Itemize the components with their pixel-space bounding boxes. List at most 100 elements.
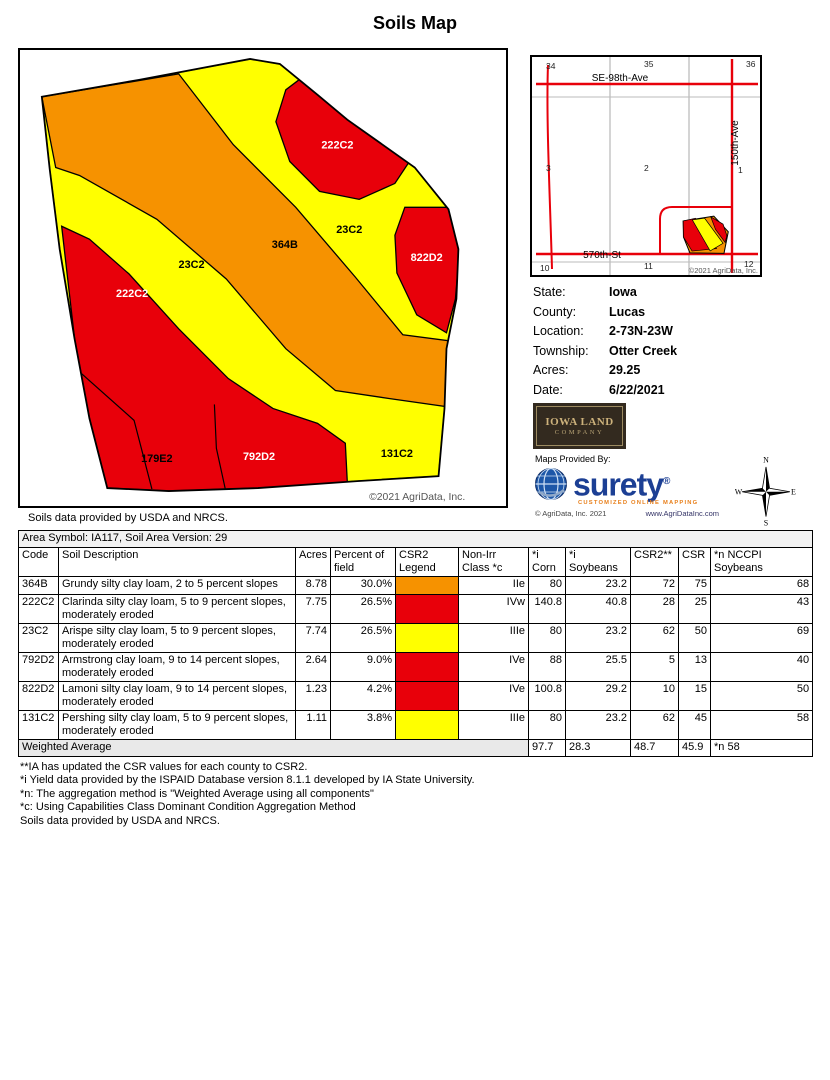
- location-value: 2-73N-23W: [609, 324, 673, 338]
- weighted-nccpi: *n 58: [709, 739, 814, 757]
- cell-csr: 50: [678, 623, 711, 653]
- page-title: Soils Map: [372, 13, 457, 33]
- cell-percent: 4.2%: [330, 681, 396, 711]
- state-value: Iowa: [609, 285, 637, 299]
- cell-nonirr: IIIe: [458, 710, 529, 740]
- cell-acres: 1.23: [295, 681, 331, 711]
- cell-code: 364B: [18, 576, 59, 595]
- maps-provided-by-label: Maps Provided By:: [535, 454, 611, 464]
- header-legend: CSR2 Legend: [395, 547, 459, 577]
- cell-nccpi: 58: [709, 710, 814, 740]
- cell-acres: 1.11: [295, 710, 331, 740]
- cell-description: Grundy silty clay loam, 2 to 5 percent s…: [58, 576, 296, 595]
- road-left: [546, 64, 553, 270]
- table-row: 131C2 Pershing silty clay loam, 5 to 9 p…: [18, 710, 814, 740]
- cell-description: Armstrong clay loam, 9 to 14 percent slo…: [58, 652, 296, 682]
- header-corn: *i Corn: [528, 547, 566, 577]
- cell-nonirr: IIe: [458, 576, 529, 595]
- cell-nccpi: 69: [709, 623, 814, 653]
- township-value: Otter Creek: [609, 343, 678, 358]
- cell-percent: 26.5%: [330, 594, 396, 624]
- cell-csr: 75: [678, 576, 711, 595]
- footnote: Soils data provided by USDA and NRCS.: [20, 814, 220, 827]
- logo-line2: COMPANY: [554, 429, 605, 436]
- road-label-top: SE-98th-Ave: [592, 73, 649, 84]
- header-percent: Percent of field: [330, 547, 396, 577]
- cell-percent: 3.8%: [330, 710, 396, 740]
- legend-swatch: [395, 594, 459, 624]
- county-value: Lucas: [609, 304, 646, 319]
- info-row-acres: Acres: 29.25: [533, 361, 677, 381]
- soil-label-131c2: 131C2: [381, 448, 413, 460]
- road-loop: [659, 206, 732, 254]
- section-number: 10: [540, 263, 550, 273]
- soil-label-222c2-left: 222C2: [116, 288, 148, 300]
- cell-corn: 80: [528, 710, 566, 740]
- iowa-land-logo-inner: IOWA LAND COMPANY: [536, 406, 623, 446]
- locator-map: 34 35 36 3 2 1 10 11 12 SE-98th-Ave 150t…: [530, 55, 762, 277]
- date-value: 6/22/2021: [609, 382, 665, 397]
- township-label: Township:: [533, 343, 589, 358]
- cell-code: 222C2: [18, 594, 59, 624]
- table-row: 364B Grundy silty clay loam, 2 to 5 perc…: [18, 576, 814, 595]
- cell-csr: 13: [678, 652, 711, 682]
- legend-swatch: [395, 623, 459, 653]
- provider-website-link[interactable]: www.AgriDataInc.com: [645, 509, 719, 518]
- header-nccpi: *n NCCPI Soybeans: [709, 547, 814, 577]
- compass-n: N: [763, 456, 769, 465]
- registered-mark: ®: [663, 476, 670, 487]
- section-number: 12: [744, 259, 754, 269]
- map-source-note: Soils data provided by USDA and NRCS.: [28, 512, 228, 524]
- cell-code: 23C2: [18, 623, 59, 653]
- cell-nonirr: IVe: [458, 652, 529, 682]
- weighted-average-label: Weighted Average: [18, 739, 529, 757]
- logo-line1: IOWA LAND: [545, 416, 614, 428]
- cell-corn: 80: [528, 576, 566, 595]
- cell-percent: 9.0%: [330, 652, 396, 682]
- soils-map: 222C2 23C2 822D2 364B 23C2 222C2 179E2 7…: [18, 48, 508, 508]
- info-row-county: County: Lucas: [533, 303, 677, 323]
- legend-swatch: [395, 681, 459, 711]
- table-row: 822D2 Lamoni silty clay loam, 9 to 14 pe…: [18, 681, 814, 711]
- soil-boundary-792d2: [213, 404, 226, 490]
- info-row-state: State: Iowa: [533, 283, 677, 303]
- cell-csr: 15: [678, 681, 711, 711]
- cell-soybeans: 23.2: [565, 710, 631, 740]
- cell-csr2: 28: [630, 594, 679, 624]
- header-csr2: CSR2**: [630, 547, 679, 577]
- legend-swatch: [395, 576, 459, 595]
- cell-csr2: 62: [630, 710, 679, 740]
- compass-s: S: [764, 518, 768, 527]
- table-row: 222C2 Clarinda silty clay loam, 5 to 9 p…: [18, 594, 814, 624]
- cell-code: 792D2: [18, 652, 59, 682]
- road-label-bottom: 570th-St: [583, 250, 621, 261]
- county-label: County:: [533, 304, 577, 319]
- compass-e: E: [791, 487, 796, 496]
- cell-csr2: 72: [630, 576, 679, 595]
- cell-corn: 88: [528, 652, 566, 682]
- table-header-row: Code Soil Description Acres Percent of f…: [18, 547, 814, 577]
- weighted-csr2: 48.7: [630, 739, 679, 757]
- compass-rose: N E S W: [735, 456, 796, 528]
- soils-map-svg: 222C2 23C2 822D2 364B 23C2 222C2 179E2 7…: [40, 58, 465, 503]
- footnote: *c: Using Capabilities Class Dominant Co…: [20, 801, 356, 814]
- cell-description: Lamoni silty clay loam, 9 to 14 percent …: [58, 681, 296, 711]
- locator-map-svg: 34 35 36 3 2 1 10 11 12 SE-98th-Ave 150t…: [532, 57, 760, 275]
- cell-percent: 30.0%: [330, 576, 396, 595]
- acres-value: 29.25: [609, 363, 641, 377]
- cell-nonirr: IVw: [458, 594, 529, 624]
- cell-csr2: 62: [630, 623, 679, 653]
- cell-description: Pershing silty clay loam, 5 to 9 percent…: [58, 710, 296, 740]
- soils-table: Area Symbol: IA117, Soil Area Version: 2…: [17, 530, 814, 757]
- header-description: Soil Description: [58, 547, 296, 577]
- table-caption-row: Area Symbol: IA117, Soil Area Version: 2…: [17, 530, 814, 548]
- surety-brand-text: surety: [573, 466, 664, 503]
- cell-acres: 7.74: [295, 623, 331, 653]
- soil-label-822d2: 822D2: [411, 252, 443, 264]
- cell-acres: 7.75: [295, 594, 331, 624]
- info-row-date: Date: 6/22/2021: [533, 381, 677, 401]
- state-label: State:: [533, 285, 566, 299]
- globe-icon: [535, 467, 567, 501]
- cell-code: 131C2: [18, 710, 59, 740]
- cell-percent: 26.5%: [330, 623, 396, 653]
